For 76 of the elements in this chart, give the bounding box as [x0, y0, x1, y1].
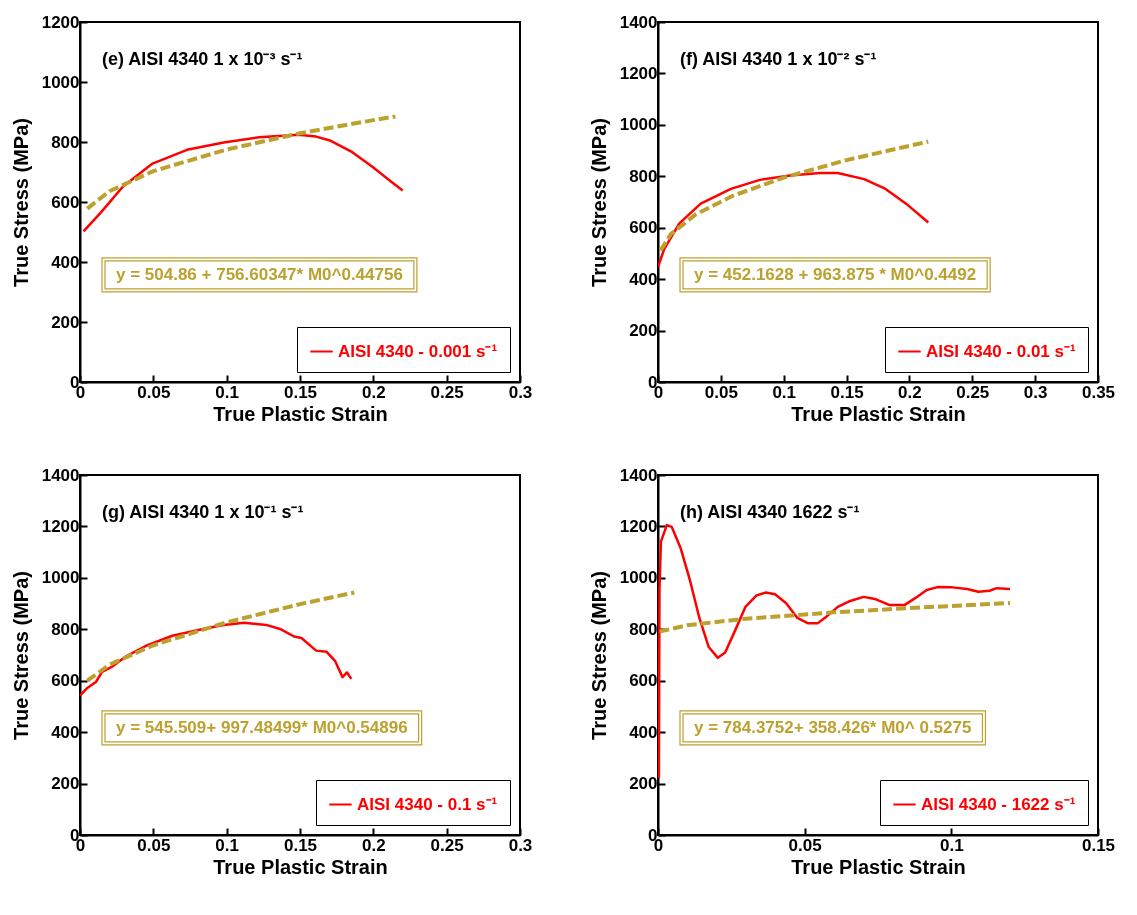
y-tick-label: 1000: [41, 568, 80, 588]
x-axis-title: True Plastic Strain: [213, 402, 388, 425]
line-series: [658, 171, 930, 269]
y-tick-label: 200: [629, 774, 658, 794]
x-tick-label: 0.1: [215, 382, 239, 402]
legend-label: AISI 4340 - 1622 s⁻¹: [921, 794, 1076, 814]
text: (h) AISI 4340 1622 s⁻¹: [680, 502, 860, 522]
line-series: [85, 114, 398, 211]
y-tick-label: 1400: [619, 465, 658, 485]
y-axis-title: True Stress (MPa): [9, 571, 32, 740]
x-tick-label: 0.3: [508, 382, 533, 402]
x-tick-label: 0.25: [430, 382, 464, 402]
y-tick-label: 400: [629, 269, 658, 289]
x-axis-title: True Plastic Strain: [213, 855, 388, 878]
line-series: [85, 590, 357, 683]
text: (e) AISI 4340 1 x 10⁻³ s⁻¹: [102, 49, 303, 69]
x-tick-label: 0.3: [508, 835, 533, 855]
annotation: y = 452.1628 + 963.875 * M0^0.4492: [693, 264, 977, 284]
x-tick-label: 0.15: [283, 835, 318, 855]
y-tick-label: 400: [51, 722, 80, 742]
x-tick-label: 0.35: [1081, 382, 1116, 402]
x-tick-label: 0.1: [940, 835, 964, 855]
y-axis-title: True Stress (MPa): [9, 118, 32, 287]
y-tick-label: 600: [51, 671, 80, 691]
x-tick-label: 0.2: [362, 382, 386, 402]
y-tick-label: 200: [51, 312, 80, 332]
text: (f) AISI 4340 1 x 10⁻² s⁻¹: [680, 49, 877, 69]
x-tick-label: 0.05: [704, 382, 738, 402]
annotation: y = 545.509+ 997.48499* M0^0.54896: [116, 717, 408, 737]
y-tick-label: 1000: [619, 115, 658, 135]
y-tick-label: 600: [629, 671, 658, 691]
y-axis-title: True Stress (MPa): [587, 571, 610, 740]
y-tick-label: 1000: [619, 568, 658, 588]
x-tick-label: 0.05: [788, 835, 822, 855]
y-tick-label: 200: [51, 774, 80, 794]
legend-label: AISI 4340 - 0.1 s⁻¹: [357, 794, 498, 814]
legend-label: AISI 4340 - 0.001 s⁻¹: [338, 341, 498, 361]
y-tick-label: 400: [629, 722, 658, 742]
y-tick-label: 1400: [619, 12, 658, 32]
y-tick-label: 800: [629, 166, 658, 186]
legend-label: AISI 4340 - 0.01 s⁻¹: [926, 341, 1076, 361]
text: (g) AISI 4340 1 x 10⁻¹ s⁻¹: [102, 502, 304, 522]
line-series: [82, 133, 404, 233]
line-series: [658, 139, 931, 253]
annotation: y = 504.86 + 756.60347* M0^0.44756: [115, 264, 403, 284]
y-tick-label: 1200: [619, 516, 658, 536]
x-axis-title: True Plastic Strain: [791, 402, 966, 425]
x-tick-label: 0.25: [430, 835, 464, 855]
y-tick-label: 800: [51, 619, 80, 639]
y-tick-label: 600: [51, 192, 80, 212]
x-tick-label: 0.2: [898, 382, 922, 402]
y-tick-label: 600: [629, 218, 658, 238]
y-tick-label: 1200: [41, 12, 80, 32]
y-tick-label: 1200: [619, 63, 658, 83]
x-tick-label: 0.2: [362, 835, 386, 855]
x-tick-label: 0.25: [956, 382, 990, 402]
x-tick-label: 0.05: [137, 382, 171, 402]
x-tick-label: 0.3: [1023, 382, 1048, 402]
y-tick-label: 400: [51, 252, 80, 272]
annotation: y = 784.3752+ 358.426* M0^ 0.5275: [694, 717, 972, 737]
y-tick-label: 800: [51, 132, 80, 152]
x-tick-label: 0.1: [215, 835, 239, 855]
y-tick-label: 1200: [41, 516, 80, 536]
x-tick-label: 0.1: [772, 382, 797, 402]
y-axis-title: True Stress (MPa): [587, 118, 610, 287]
x-tick-label: 0.15: [1081, 835, 1116, 855]
x-axis-title: True Plastic Strain: [791, 855, 966, 878]
y-tick-label: 1000: [41, 72, 80, 92]
y-tick-label: 800: [629, 619, 658, 639]
x-tick-label: 0.05: [137, 835, 171, 855]
x-tick-label: 0.15: [830, 382, 864, 402]
y-tick-label: 200: [629, 321, 658, 341]
line-series: [658, 601, 1012, 634]
y-tick-label: 1400: [41, 465, 80, 485]
line-series: [658, 523, 1012, 780]
x-tick-label: 0.15: [283, 382, 318, 402]
